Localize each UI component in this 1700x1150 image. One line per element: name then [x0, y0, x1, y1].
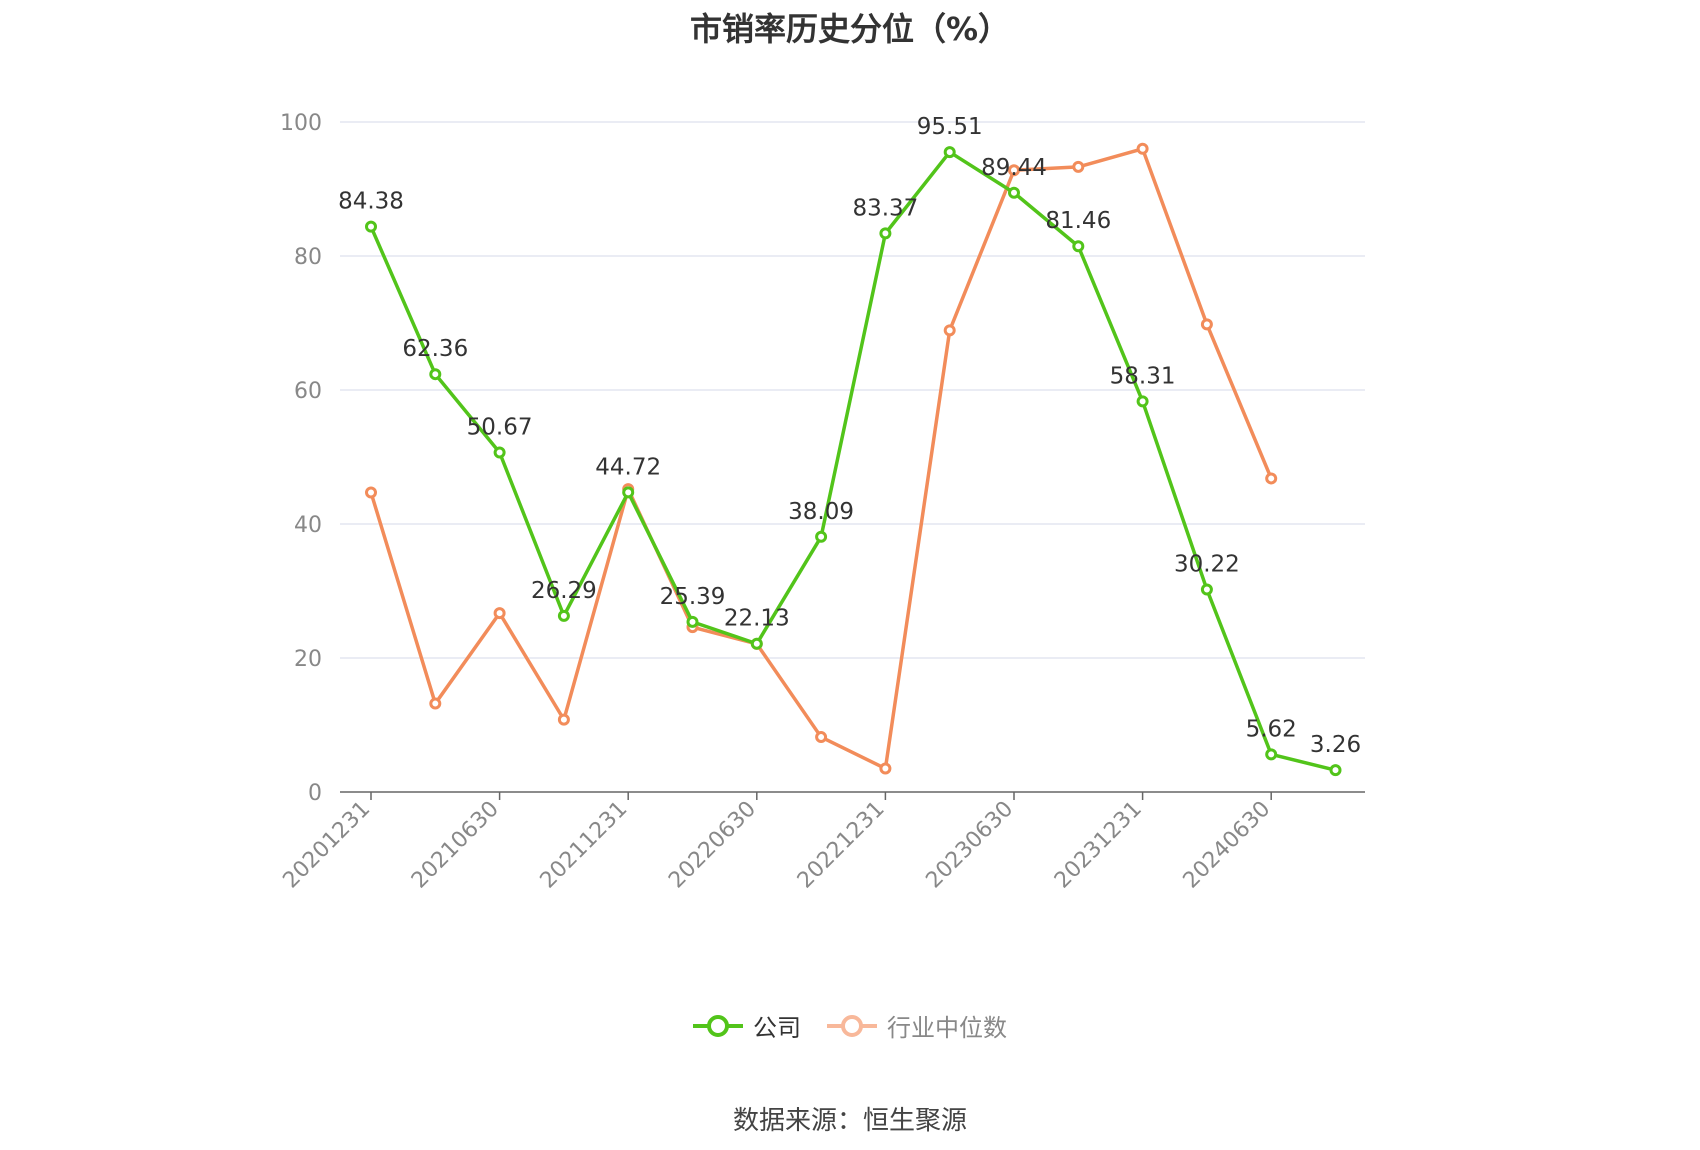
y-tick-label: 40: [294, 513, 322, 538]
x-tick-label: 20231231: [1050, 797, 1147, 894]
data-label-company: 83.37: [852, 195, 918, 221]
data-label-company: 5.62: [1246, 716, 1297, 742]
data-point-company: [1265, 748, 1278, 761]
legend-item-company[interactable]: 公司: [693, 1008, 801, 1043]
data-point-company: [1136, 395, 1149, 408]
y-tick-label: 100: [280, 111, 322, 136]
data-label-company: 26.29: [531, 578, 597, 604]
data-point-industry: [1265, 472, 1278, 485]
legend-item-industry[interactable]: 行业中位数: [827, 1008, 1007, 1043]
y-tick-label: 0: [308, 781, 322, 806]
data-point-company: [943, 146, 956, 159]
legend-industry-symbol: [827, 1014, 877, 1037]
x-tick-label: 20201231: [278, 797, 375, 894]
legend-company-symbol: [693, 1014, 743, 1037]
data-label-company: 95.51: [917, 114, 983, 140]
data-point-company: [1072, 240, 1085, 253]
data-label-company: 3.26: [1310, 732, 1361, 758]
data-point-company: [622, 486, 635, 499]
series-line-industry: [369, 147, 1273, 771]
data-point-industry: [1008, 164, 1020, 177]
x-tick-label: 20220630: [664, 797, 761, 894]
data-point-industry: [493, 607, 506, 620]
data-point-industry: [429, 697, 442, 710]
data-point-company: [557, 609, 570, 622]
y-tick-label: 80: [294, 245, 322, 270]
data-label-company: 50.67: [467, 415, 533, 441]
data-label-company: 62.36: [402, 336, 468, 362]
data-label-company: 89.44: [981, 155, 1047, 181]
series-line-company: [369, 150, 1336, 772]
data-point-industry: [815, 731, 828, 744]
data-label-company: 22.13: [724, 606, 790, 632]
x-tick-label: 20210630: [407, 797, 504, 894]
data-label-company: 58.31: [1110, 363, 1176, 389]
data-point-company: [686, 615, 699, 628]
data-point-company: [815, 530, 828, 543]
y-tick-label: 20: [294, 647, 322, 672]
data-point-company: [1008, 186, 1020, 199]
data-source: 数据来源：恒生聚源: [732, 1106, 967, 1136]
data-point-industry: [943, 324, 956, 337]
x-tick-label: 20240630: [1179, 797, 1276, 894]
data-point-industry: [1200, 318, 1213, 331]
y-tick-label: 60: [294, 379, 322, 404]
legend: 公司 行业中位数: [0, 1008, 1700, 1043]
data-point-company: [750, 637, 763, 650]
data-label-company: 38.09: [788, 499, 854, 525]
data-label-company: 44.72: [595, 454, 661, 480]
data-point-industry: [879, 762, 892, 775]
data-point-company: [879, 227, 892, 240]
data-point-company: [429, 368, 442, 381]
x-tick-label: 20211231: [536, 797, 633, 894]
data-label-company: 81.46: [1045, 208, 1111, 234]
data-point-company: [365, 220, 377, 233]
data-point-industry: [557, 713, 570, 726]
data-point-industry: [1136, 142, 1149, 155]
data-point-company: [493, 446, 506, 459]
data-point-industry: [1072, 160, 1085, 173]
chart-title: 市销率历史分位（%）: [689, 10, 1011, 48]
data-point-company: [1200, 583, 1213, 596]
x-tick-label: 20230630: [921, 797, 1018, 894]
legend-industry-label: 行业中位数: [887, 1014, 1007, 1042]
series: [365, 142, 1342, 777]
data-point-company: [1329, 764, 1342, 777]
data-label-company: 25.39: [660, 584, 726, 610]
legend-company-label: 公司: [753, 1014, 801, 1042]
data-point-industry: [365, 486, 377, 499]
data-label-company: 84.38: [338, 189, 404, 215]
x-tick-label: 20221231: [793, 797, 890, 894]
data-label-company: 30.22: [1174, 552, 1240, 578]
